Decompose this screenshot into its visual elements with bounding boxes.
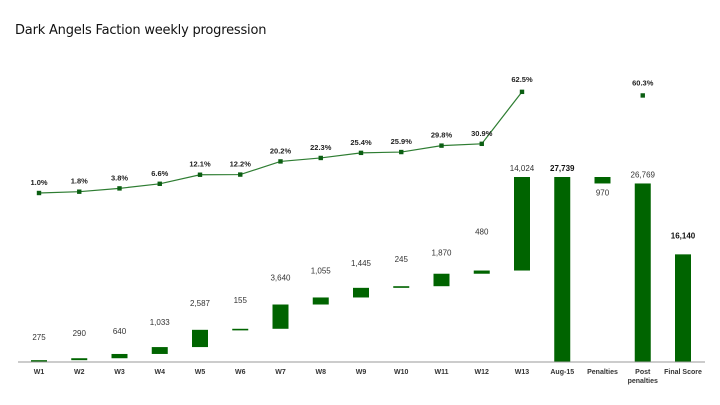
bar-value-label: 245 — [395, 255, 409, 264]
percent-label: 3.8% — [111, 173, 128, 182]
labels-layer: 275 290 640 1,033 2,587 155 3,640 1,055 1,445 245… — [32, 164, 695, 342]
line-marker — [318, 155, 323, 161]
bar-penalties — [594, 177, 611, 184]
bar-value-label: 155 — [234, 296, 248, 305]
bar-value-label: 480 — [475, 228, 489, 237]
category-label: W5 — [195, 369, 206, 376]
line-marker — [117, 186, 122, 191]
line-marker — [238, 172, 243, 177]
line-marker — [278, 159, 283, 164]
percent-label: 20.2% — [270, 146, 292, 155]
bar-w10 — [393, 286, 410, 288]
line-marker — [519, 89, 525, 95]
bar-value-label: 290 — [73, 329, 87, 338]
bar-value-label: 3,640 — [270, 274, 291, 283]
category-label: Post penalties — [628, 369, 658, 385]
line-marker — [197, 172, 203, 177]
bar-value-label: 640 — [113, 327, 127, 336]
category-label: W10 — [394, 369, 409, 376]
bar-value-label: 970 — [596, 188, 610, 197]
percent-label: 30.9% — [471, 129, 493, 138]
bar-value-label: 1,055 — [311, 266, 332, 275]
bar-w2 — [71, 358, 88, 361]
category-label: W11 — [434, 369, 448, 376]
bar-value-label: 27,739 — [550, 164, 575, 173]
percent-label: 1.8% — [71, 177, 88, 186]
bar-final-score — [675, 254, 691, 362]
category-label: W13 — [515, 369, 530, 376]
line-marker — [157, 181, 162, 186]
category-label: W12 — [475, 369, 490, 376]
bar-aug-15 — [554, 177, 571, 362]
bar-w4 — [151, 347, 168, 354]
category-label: W9 — [356, 369, 367, 376]
percent-label: 25.9% — [391, 137, 413, 146]
bar-w6 — [232, 328, 249, 331]
chart-title: Dark Angels Faction weekly progression — [15, 23, 267, 38]
category-label: W1 — [34, 369, 45, 376]
category-label: W3 — [114, 369, 125, 376]
bar-w7 — [272, 304, 289, 329]
line-marker — [36, 190, 42, 196]
percent-label: 1.0% — [30, 178, 47, 187]
line-marker — [399, 149, 404, 155]
category-label: W7 — [275, 369, 286, 376]
percent-label: 29.8% — [431, 131, 453, 140]
bar-value-label: 275 — [32, 333, 46, 342]
bar-w5 — [192, 329, 208, 348]
line-layer: 1.0% 1.8% 3.8% 6.6% 12.1% 12.2% 20.2% 22.3% 25.4… — [30, 75, 654, 196]
percent-label: 12.1% — [189, 160, 211, 169]
line-marker — [439, 143, 444, 148]
category-label: Aug-15 — [550, 369, 574, 376]
bar-value-label: 16,140 — [671, 231, 696, 240]
percent-label: 12.2% — [230, 160, 252, 169]
percent-label: 22.3% — [310, 143, 332, 152]
bar-w11 — [433, 273, 450, 287]
bar-w12 — [473, 270, 490, 274]
line-marker — [358, 150, 364, 156]
category-label: W8 — [316, 369, 327, 376]
category-label: W6 — [235, 369, 246, 376]
bar-w8 — [312, 297, 329, 305]
category-label: Final Score — [664, 369, 702, 376]
bar-value-label: 1,870 — [431, 249, 452, 258]
bar-w1 — [31, 360, 47, 362]
bar-value-label: 26,769 — [631, 170, 656, 179]
category-label: Penalties — [587, 369, 618, 376]
bar-w13 — [514, 177, 530, 271]
percent-label: 62.5% — [511, 75, 533, 84]
bar-value-label: 1,445 — [351, 259, 372, 268]
bar-value-label: 1,033 — [150, 318, 171, 327]
category-label: W2 — [74, 369, 85, 376]
bar-value-label: 14,024 — [510, 164, 535, 173]
bar-post-penalties — [634, 183, 651, 362]
bar-w3 — [111, 353, 128, 359]
percent-label: 6.6% — [151, 169, 168, 178]
line-marker — [479, 141, 484, 147]
category-labels: W1 W2 W3 W4 W5 W6 W7 W8 W9 W10 W11 W12 W13 Aug-15 Pena… — [34, 369, 702, 385]
line-marker — [77, 189, 82, 194]
category-label: W4 — [155, 369, 166, 376]
line-marker — [640, 93, 645, 98]
bars-layer — [31, 177, 691, 362]
percent-label: 60.3% — [632, 78, 654, 87]
bar-w9 — [353, 287, 369, 298]
percent-label: 25.4% — [350, 138, 372, 147]
bar-value-label: 2,587 — [190, 299, 211, 308]
